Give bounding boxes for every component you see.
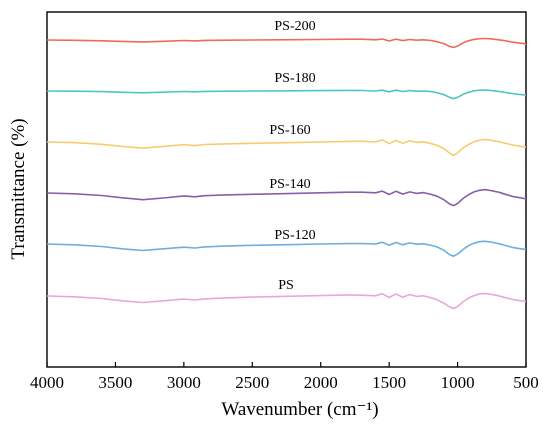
series-line-ps-160	[46, 138, 527, 157]
x-tick-label: 1000	[441, 373, 475, 392]
series-line-ps-140	[46, 188, 527, 207]
y-axis-title: Transmittance (%)	[8, 118, 29, 259]
x-tick-label: 2500	[235, 373, 269, 392]
series-label-ps-180: PS-180	[274, 71, 315, 86]
plot-frame	[46, 11, 527, 368]
series-label-ps-120: PS-120	[274, 228, 315, 243]
x-tick-label: 3000	[167, 373, 201, 392]
series-label-ps-160: PS-160	[269, 123, 310, 138]
series-label-ps-200: PS-200	[274, 19, 315, 34]
x-axis-ticks: 4000 3500 3000 2500 2000 1500 1000 500	[30, 362, 539, 392]
series-line-ps-200	[46, 37, 527, 49]
series-line-ps-180	[46, 89, 527, 100]
x-axis-title: Wavenumber (cm⁻¹)	[221, 399, 378, 420]
x-tick-label: 500	[513, 373, 539, 392]
series-label-ps: PS	[278, 278, 294, 293]
x-tick-label: 2000	[304, 373, 338, 392]
x-tick-label: 4000	[30, 373, 64, 392]
series-label-ps-140: PS-140	[269, 177, 310, 192]
series-line-ps-120	[46, 240, 527, 258]
series-group: PS-200 PS-180 PS-160 PS-140 PS-120 PS	[46, 19, 527, 310]
x-tick-label: 3500	[98, 373, 132, 392]
series-line-ps	[46, 292, 527, 310]
x-tick-label: 1500	[372, 373, 406, 392]
